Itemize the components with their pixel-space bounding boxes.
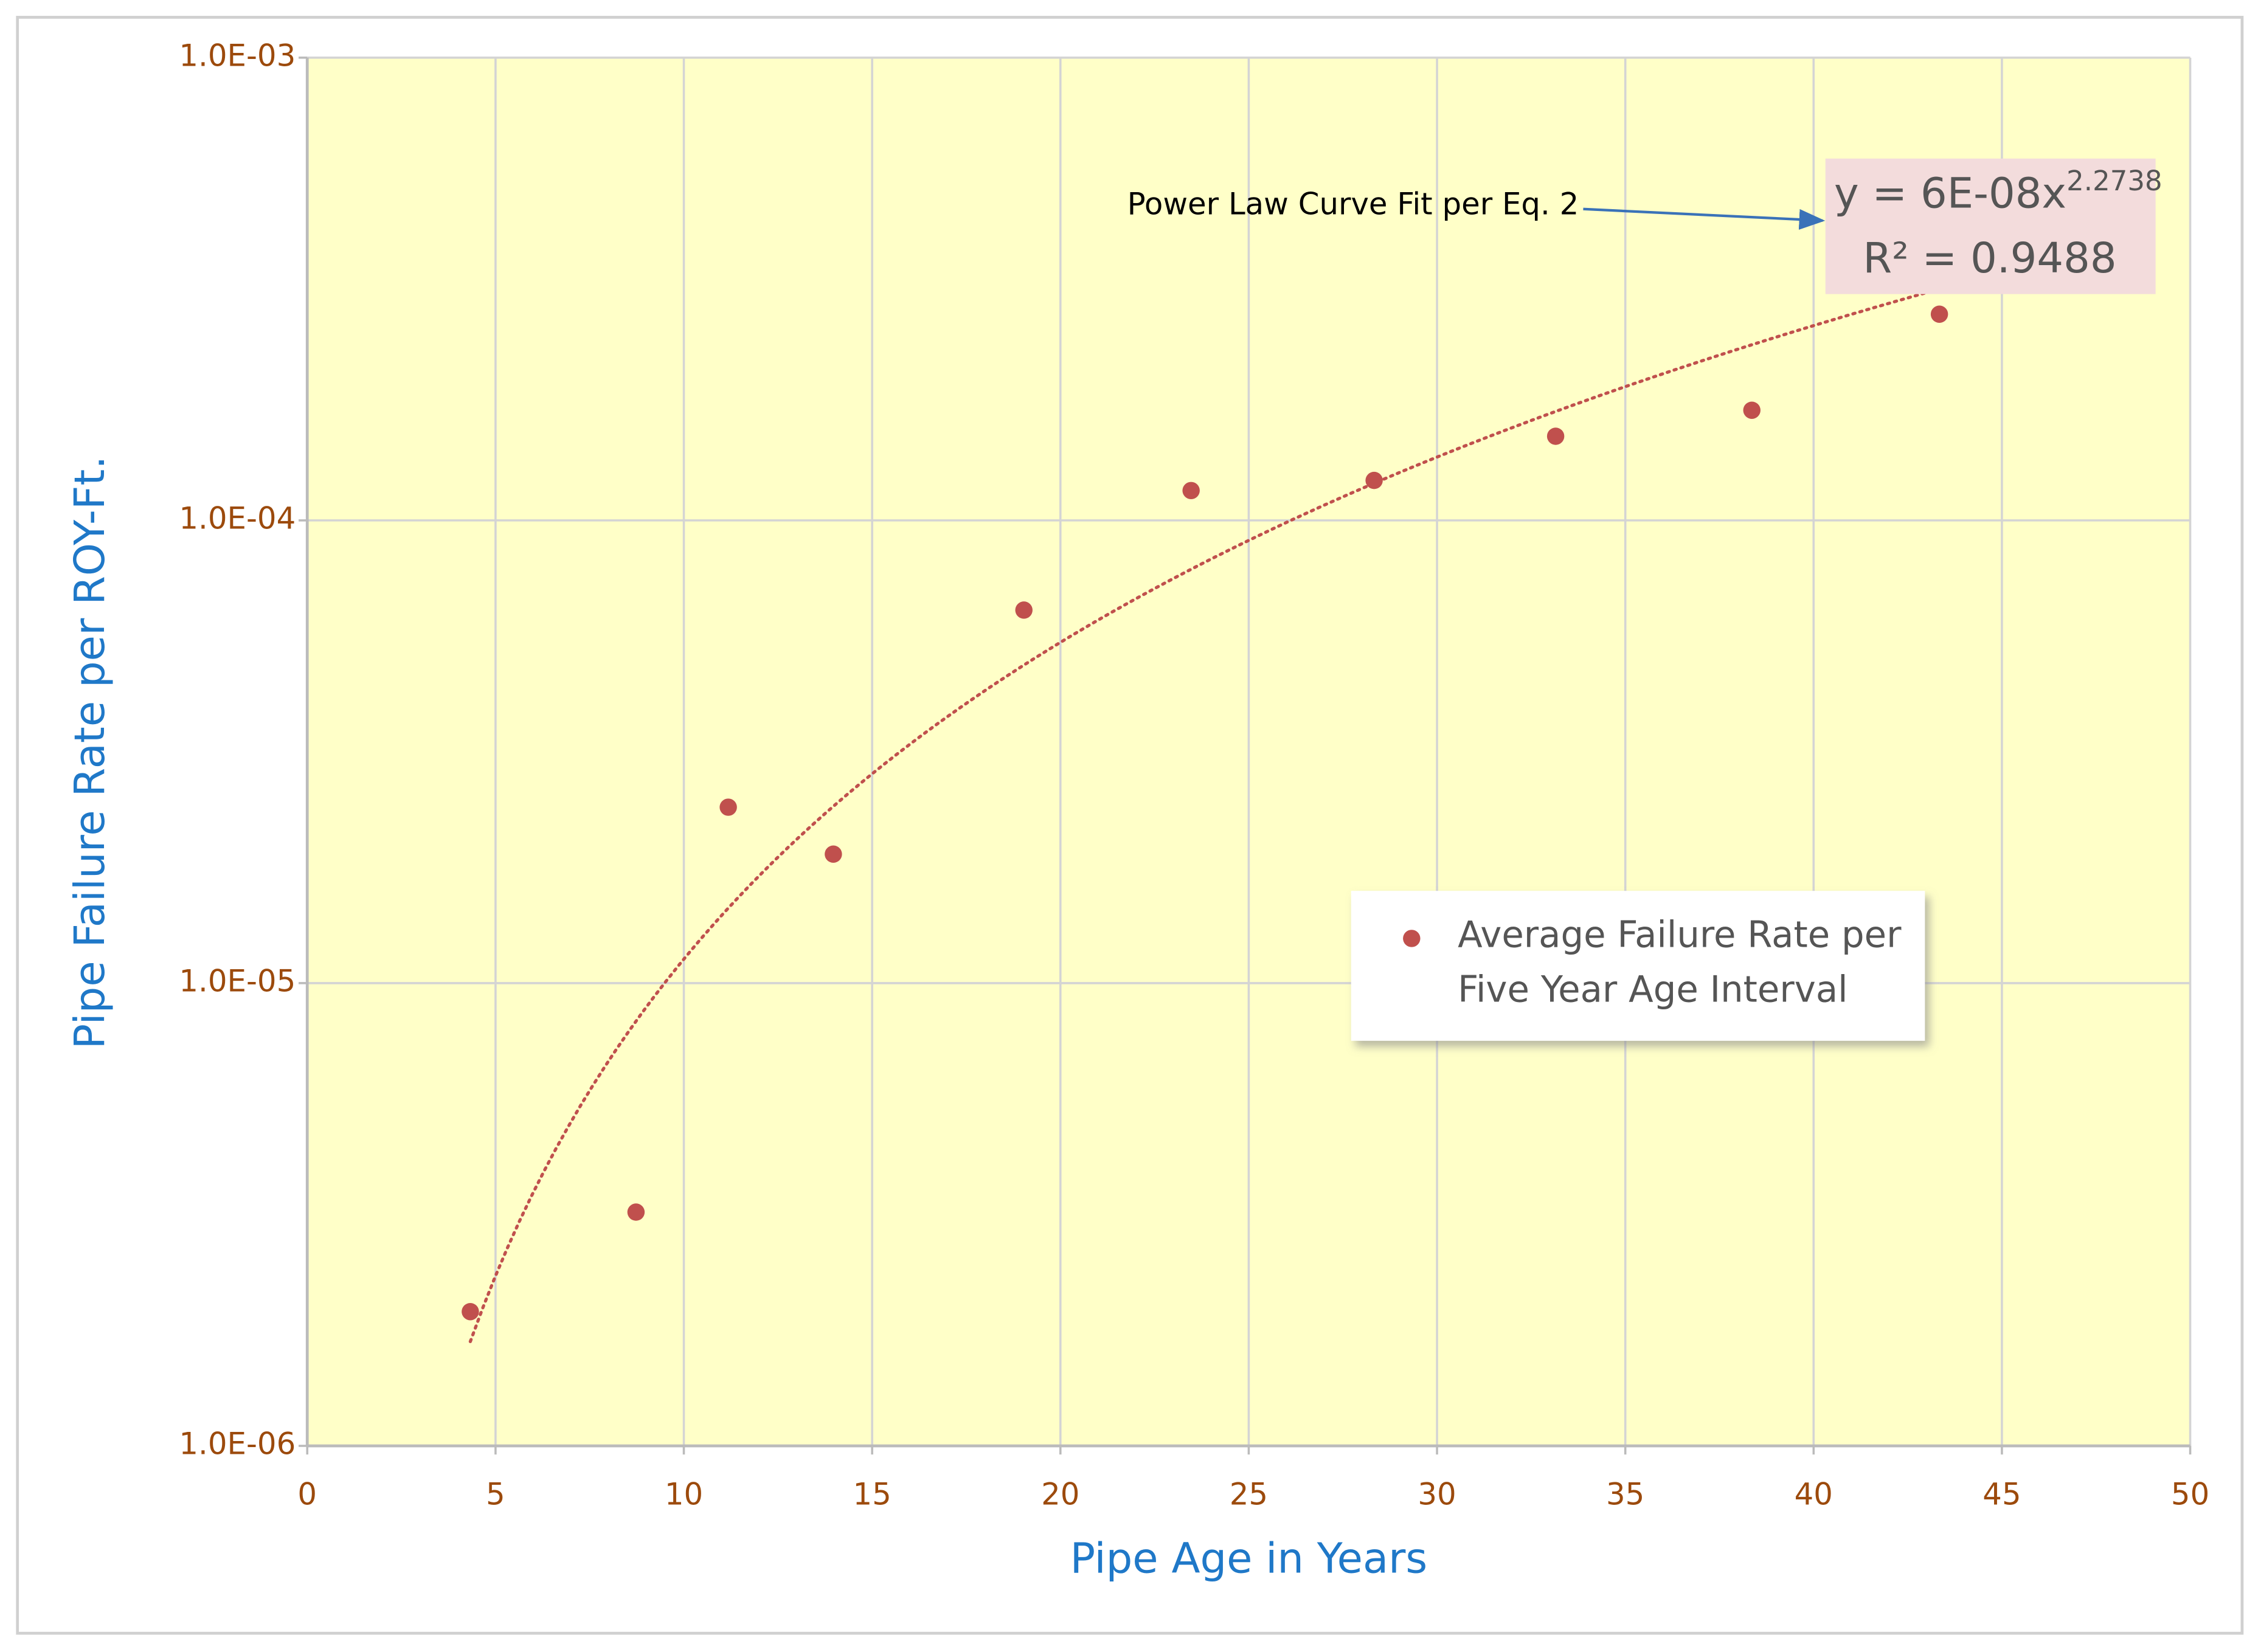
legend-marker <box>1403 930 1421 947</box>
data-point <box>1365 471 1383 489</box>
data-point <box>1182 482 1200 500</box>
x-tick-label: 5 <box>486 1476 505 1512</box>
data-point <box>1743 401 1761 419</box>
equation-exponent: 2.2738 <box>2066 165 2162 197</box>
x-axis-title: Pipe Age in Years <box>1070 1535 1428 1583</box>
x-tick-label: 40 <box>1795 1476 1833 1512</box>
annotation-arrow <box>1583 207 1826 230</box>
x-tick-label: 30 <box>1418 1476 1456 1512</box>
x-tick-label: 45 <box>1982 1476 2021 1512</box>
y-tick-label: 1.0E-04 <box>179 500 296 536</box>
x-tick-label: 15 <box>853 1476 891 1512</box>
x-tick-label: 0 <box>297 1476 317 1512</box>
y-axis-title: Pipe Failure Rate per ROY-Ft. <box>66 456 114 1049</box>
y-tick-label: 1.0E-03 <box>179 38 296 73</box>
data-point <box>1546 427 1565 445</box>
legend-label-box: Average Failure Rate per Five Year Age I… <box>1458 914 1902 1011</box>
legend-box <box>1351 891 1925 1041</box>
legend-label: Average Failure Rate per Five Year Age I… <box>1458 914 1902 1011</box>
equation-text: y = 6E-08x <box>1834 169 2066 218</box>
x-tick-label: 20 <box>1041 1476 1079 1512</box>
x-tick-label: 25 <box>1230 1476 1268 1512</box>
data-point <box>627 1203 645 1221</box>
equation: y = 6E-08x2.2738 <box>1834 165 2162 218</box>
x-tick-label: 10 <box>665 1476 703 1512</box>
y-tick-label: 1.0E-05 <box>179 963 296 998</box>
x-tick-label: 35 <box>1606 1476 1644 1512</box>
r-squared: R² = 0.9488 <box>1863 234 2116 283</box>
trendline <box>468 287 1941 1344</box>
y-tick-label: 1.0E-06 <box>179 1426 296 1461</box>
annotation: Power Law Curve Fit per Eq. 2 <box>1127 187 1579 222</box>
data-point <box>719 798 737 816</box>
equation-box <box>1825 158 2156 294</box>
legend: Average Failure Rate per Five Year Age I… <box>1351 891 1925 1041</box>
data-point <box>825 845 842 863</box>
x-tick-label: 50 <box>2171 1476 2209 1512</box>
data-point <box>1930 305 1948 323</box>
data-point <box>462 1303 479 1321</box>
data-point <box>1015 601 1033 619</box>
